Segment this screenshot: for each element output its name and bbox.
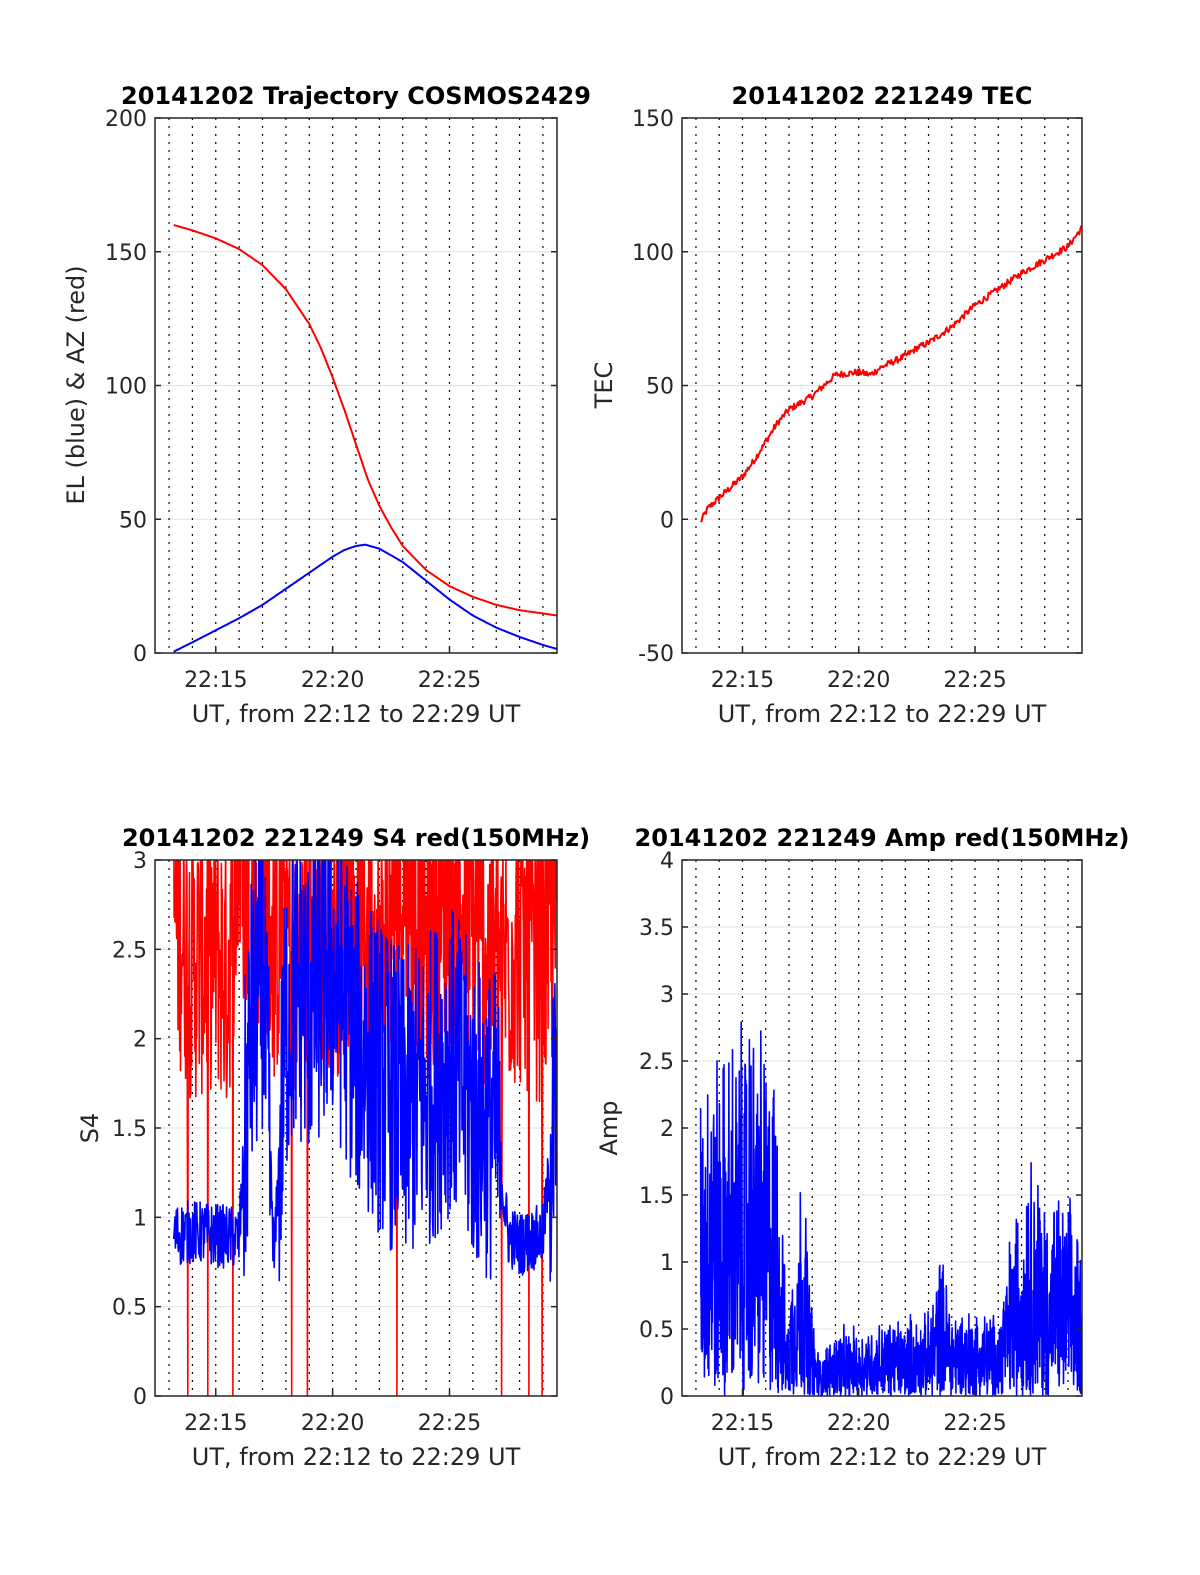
x-tick-label: 22:20: [827, 668, 890, 693]
chart-title: 20141202 Trajectory COSMOS2429: [121, 82, 591, 110]
y-tick-label: 1: [660, 1251, 674, 1276]
y-axis-label: S4: [76, 1113, 104, 1144]
series-line-0: [700, 225, 1082, 523]
panel-s4: 0 0.5 1 1.5 2 2.5 3 22:15 22:20 22:25 20141202 22…: [76, 824, 590, 1471]
y-axis-label: TEC: [590, 362, 618, 410]
y-tick-label: 0.5: [639, 1318, 674, 1343]
y-tick-label: 1.5: [112, 1117, 147, 1142]
y-tick-label: 0: [133, 1385, 147, 1410]
x-tick-label: 22:15: [184, 668, 247, 693]
y-tick-label: 0: [660, 508, 674, 533]
ticks: 0 0.5 1 1.5 2 2.5 3 3.5 4 22:15 22:20 22:25: [639, 849, 1082, 1436]
data-lines: [173, 224, 557, 653]
y-tick-label: 3: [133, 849, 147, 874]
x-tick-label: 22:20: [301, 1411, 364, 1436]
x-tick-label: 22:15: [184, 1411, 247, 1436]
y-axis-label: Amp: [595, 1100, 623, 1155]
data-lines: [699, 1021, 1082, 1396]
x-tick-label: 22:25: [943, 668, 1006, 693]
y-tick-label: 3: [660, 983, 674, 1008]
x-tick-label: 22:20: [827, 1411, 890, 1436]
y-axis-label: EL (blue) & AZ (red): [62, 265, 90, 504]
y-tick-label: 1.5: [639, 1184, 674, 1209]
ticks: 0 50 100 150 200 22:15 22:20 22:25: [105, 107, 557, 693]
x-axis-label: UT, from 22:12 to 22:29 UT: [192, 1443, 521, 1471]
x-tick-label: 22:15: [711, 668, 774, 693]
y-tick-label: 2: [133, 1028, 147, 1053]
x-axis-label: UT, from 22:12 to 22:29 UT: [192, 700, 521, 728]
series-line-0: [699, 1021, 1082, 1396]
y-tick-label: 200: [105, 107, 147, 132]
ticks: 0 0.5 1 1.5 2 2.5 3 22:15 22:20 22:25: [112, 849, 557, 1436]
ticks: -50 0 50 100 150 22:15 22:20 22:25: [632, 107, 1082, 693]
panel-amp: 0 0.5 1 1.5 2 2.5 3 3.5 4 22:15 22:20 22:25 2014120…: [595, 824, 1129, 1471]
y-tick-label: 4: [660, 849, 674, 874]
panel-trajectory: 0 50 100 150 200 22:15 22:20 22:25 20141202 Tra…: [62, 82, 591, 728]
x-tick-label: 22:20: [301, 668, 364, 693]
chart-title: 20141202 221249 S4 red(150MHz): [122, 824, 590, 852]
y-tick-label: 100: [105, 375, 147, 400]
chart-title: 20141202 221249 TEC: [732, 82, 1033, 110]
series-line-0: [173, 224, 557, 617]
data-lines: [172, 860, 557, 1396]
x-axis-label: UT, from 22:12 to 22:29 UT: [718, 700, 1047, 728]
y-tick-label: 100: [632, 241, 674, 266]
y-tick-label: 1: [133, 1206, 147, 1231]
y-tick-label: 3.5: [639, 916, 674, 941]
y-tick-label: 0: [660, 1385, 674, 1410]
y-tick-label: 0.5: [112, 1296, 147, 1321]
x-axis-label: UT, from 22:12 to 22:29 UT: [718, 1443, 1047, 1471]
x-tick-label: 22:25: [418, 668, 481, 693]
series-line-1: [172, 860, 557, 1282]
x-tick-label: 22:25: [418, 1411, 481, 1436]
y-tick-label: 150: [105, 241, 147, 266]
y-tick-label: 50: [119, 508, 147, 533]
data-lines: [700, 225, 1082, 523]
y-tick-label: 2: [660, 1117, 674, 1142]
x-tick-label: 22:25: [943, 1411, 1006, 1436]
chart-title: 20141202 221249 Amp red(150MHz): [635, 824, 1130, 852]
y-tick-label: 150: [632, 107, 674, 132]
panel-tec: -50 0 50 100 150 22:15 22:20 22:25 20141202 221…: [590, 82, 1083, 728]
y-tick-label: 0: [133, 642, 147, 667]
y-tick-label: 2.5: [112, 938, 147, 963]
series-line-1: [173, 543, 557, 653]
x-tick-label: 22:15: [711, 1411, 774, 1436]
y-tick-label: -50: [638, 642, 674, 667]
y-tick-label: 50: [646, 375, 674, 400]
y-tick-label: 2.5: [639, 1050, 674, 1075]
